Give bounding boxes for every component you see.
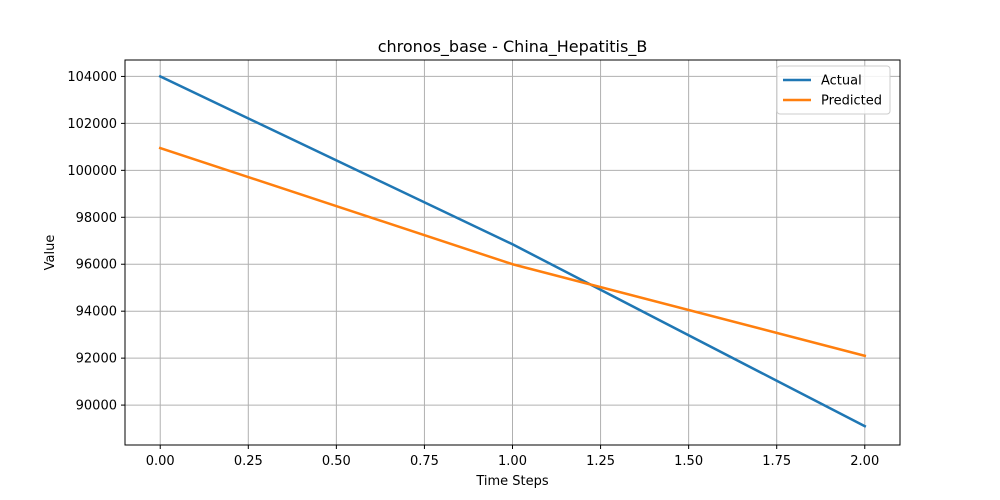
legend-label-actual: Actual xyxy=(821,74,862,89)
y-tick-label: 98000 xyxy=(76,211,117,226)
y-axis-label: Value xyxy=(43,235,58,271)
y-tick-label: 100000 xyxy=(67,164,117,179)
chart-title: chronos_base - China_Hepatitis_B xyxy=(378,37,648,57)
series-line-actual xyxy=(158,74,867,428)
x-axis-ticks: 0.00 0.25 0.50 0.75 1.00 1.25 1.50 1.75 2.00 xyxy=(146,445,879,469)
x-tick-label: 0.50 xyxy=(322,454,351,469)
series-line-predicted xyxy=(158,146,867,358)
series-lines xyxy=(158,74,867,428)
x-tick-label: 1.75 xyxy=(762,454,791,469)
legend-box xyxy=(776,65,891,115)
x-tick-label: 0.75 xyxy=(410,454,439,469)
x-tick-label: 1.50 xyxy=(674,454,703,469)
x-tick-label: 2.00 xyxy=(850,454,879,469)
x-tick-label: 0.25 xyxy=(234,454,263,469)
y-tick-label: 94000 xyxy=(76,305,117,320)
legend: Actual Predicted xyxy=(776,65,891,115)
y-tick-label: 90000 xyxy=(76,399,117,414)
y-axis-ticks: 90000 92000 94000 96000 98000 100000 102000 104… xyxy=(67,70,125,414)
x-tick-label: 1.25 xyxy=(586,454,615,469)
y-tick-label: 92000 xyxy=(76,352,117,367)
y-tick-label: 104000 xyxy=(67,70,117,85)
y-tick-label: 102000 xyxy=(67,117,117,132)
x-tick-label: 1.00 xyxy=(498,454,527,469)
grid xyxy=(125,60,900,445)
legend-label-predicted: Predicted xyxy=(821,94,882,109)
x-tick-label: 0.00 xyxy=(146,454,175,469)
y-tick-label: 96000 xyxy=(76,258,117,273)
x-axis-label: Time Steps xyxy=(475,474,549,489)
